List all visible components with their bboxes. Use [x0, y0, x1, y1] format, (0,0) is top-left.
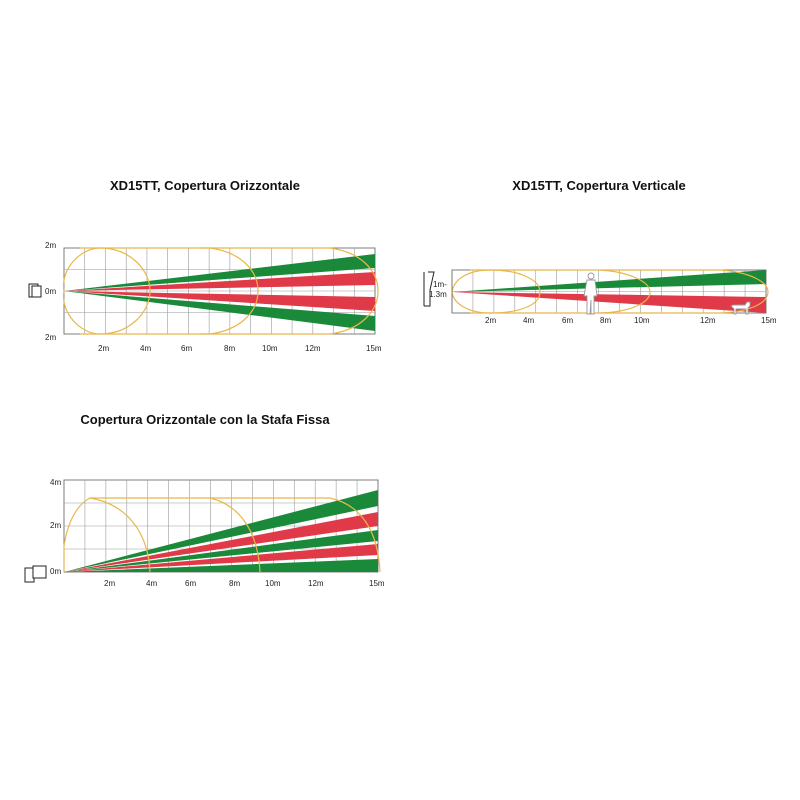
bracket-beams — [64, 490, 378, 572]
h-x-label: 4m — [140, 344, 151, 353]
bracket-title: Copertura Orizzontale con la Stafa Fissa — [80, 412, 330, 427]
h-x-label: 6m — [181, 344, 192, 353]
mount-height-line-2: 1.3m — [429, 290, 447, 299]
mount-height-line-1: 1m- — [433, 280, 447, 289]
bracket-y-labels: 4m 2m 0m — [50, 478, 61, 576]
beam-red-lower — [64, 291, 375, 311]
b-y-label-top: 4m — [50, 478, 61, 487]
lobe-mid — [80, 247, 259, 335]
b-beam-red-low — [64, 544, 378, 572]
b-beam-green-mid — [64, 530, 378, 572]
b-beam-green-top — [64, 490, 378, 572]
beam-green-lower — [64, 291, 375, 331]
vertical-coverage-diagram: XD15TT, Copertura Verticale 1m- 1.3m — [423, 178, 777, 325]
v-lobe-mid — [470, 269, 651, 314]
h-y-label-bottom: 2m — [45, 333, 56, 342]
b-x-label: 4m — [146, 579, 157, 588]
b-lobe-mid — [90, 497, 261, 573]
h-x-label: 10m — [262, 344, 278, 353]
b-beam-red-top — [64, 512, 378, 572]
b-x-label: 6m — [185, 579, 196, 588]
horizontal-coverage-diagram: XD15TT, Copertura Orizzontale 2m 0m 2m 2… — [28, 178, 382, 353]
v-x-label: 6m — [562, 316, 573, 325]
bracket-device-icon — [24, 565, 47, 583]
b-y-label-bottom: 0m — [50, 567, 61, 576]
horizontal-x-labels: 2m 4m 6m 8m 10m 12m 15m — [98, 344, 382, 353]
vertical-beams — [452, 270, 766, 313]
dog-icon — [730, 301, 751, 315]
v-x-label: 10m — [634, 316, 650, 325]
v-x-label: 12m — [700, 316, 716, 325]
h-y-label-mid: 0m — [45, 287, 56, 296]
b-x-label: 8m — [229, 579, 240, 588]
mount-height-label: 1m- 1.3m — [429, 280, 449, 299]
vertical-title: XD15TT, Copertura Verticale — [512, 178, 685, 193]
vertical-mount-icon — [423, 271, 453, 313]
bracket-coverage-diagram: Copertura Orizzontale con la Stafa Fissa… — [24, 412, 385, 588]
beam-green-vertical — [452, 270, 766, 292]
beam-red-vertical — [452, 292, 766, 313]
horizontal-lobes — [62, 247, 379, 335]
b-x-label: 10m — [265, 579, 281, 588]
horizontal-y-labels: 2m 0m 2m — [45, 241, 56, 342]
horizontal-beams — [64, 254, 375, 331]
b-x-label: 2m — [104, 579, 115, 588]
beam-green-upper — [64, 254, 375, 291]
h-x-label: 2m — [98, 344, 109, 353]
v-x-label: 15m — [761, 316, 777, 325]
bracket-lobes — [63, 497, 381, 573]
h-x-label: 12m — [305, 344, 321, 353]
beam-red-upper — [64, 272, 375, 291]
v-lobe-near — [451, 269, 541, 314]
vertical-x-labels: 2m 4m 6m 8m 10m 12m 15m — [485, 316, 777, 325]
h-y-label-top: 2m — [45, 241, 56, 250]
v-x-label: 2m — [485, 316, 496, 325]
h-x-label: 15m — [366, 344, 382, 353]
b-beam-green-bottom — [64, 559, 378, 572]
horizontal-device-icon — [28, 283, 42, 298]
v-x-label: 8m — [600, 316, 611, 325]
horizontal-title: XD15TT, Copertura Orizzontale — [110, 178, 300, 193]
lobe-near — [62, 247, 151, 335]
h-x-label: 8m — [224, 344, 235, 353]
vertical-lobes — [451, 269, 769, 314]
b-x-label: 15m — [369, 579, 385, 588]
lobe-far — [200, 247, 379, 335]
b-x-label: 12m — [308, 579, 324, 588]
b-y-label-mid: 2m — [50, 521, 61, 530]
v-lobe-far — [600, 269, 769, 314]
b-lobe-far — [210, 497, 381, 573]
bracket-x-labels: 2m 4m 6m 8m 10m 12m 15m — [104, 579, 385, 588]
person-icon — [583, 272, 598, 315]
v-x-label: 4m — [523, 316, 534, 325]
